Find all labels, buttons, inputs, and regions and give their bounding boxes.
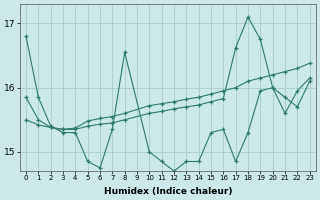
X-axis label: Humidex (Indice chaleur): Humidex (Indice chaleur) <box>104 187 232 196</box>
